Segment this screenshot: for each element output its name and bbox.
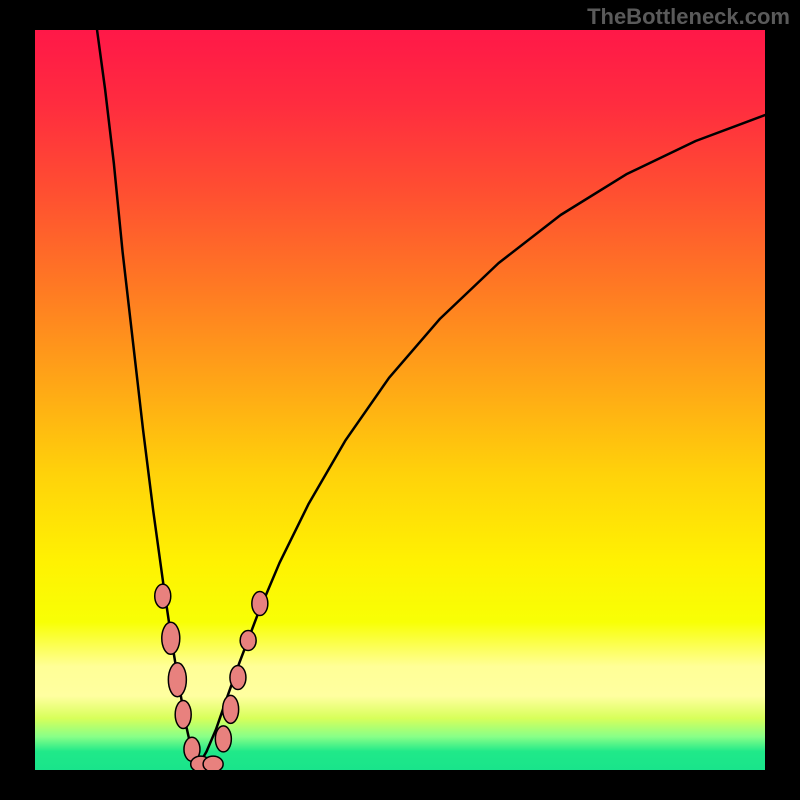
data-marker bbox=[203, 756, 223, 770]
data-marker bbox=[162, 622, 180, 654]
data-marker bbox=[215, 726, 231, 752]
bottleneck-curve bbox=[35, 30, 765, 770]
data-marker bbox=[240, 631, 256, 651]
data-marker bbox=[230, 666, 246, 690]
data-marker bbox=[168, 663, 186, 697]
watermark-text: TheBottleneck.com bbox=[587, 4, 790, 30]
data-marker bbox=[223, 695, 239, 723]
curve-left bbox=[97, 30, 199, 764]
plot-area bbox=[35, 30, 765, 770]
data-marker bbox=[252, 592, 268, 616]
data-marker bbox=[175, 701, 191, 729]
curve-right bbox=[199, 115, 765, 764]
data-marker bbox=[155, 584, 171, 608]
chart-container: TheBottleneck.com bbox=[0, 0, 800, 800]
